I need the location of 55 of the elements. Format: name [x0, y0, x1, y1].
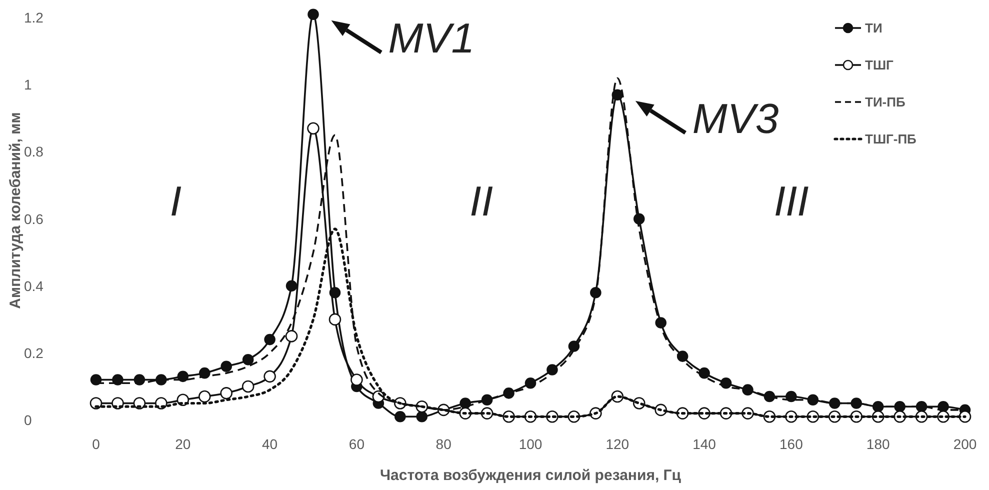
- point: [394, 411, 406, 422]
- point: [90, 374, 102, 386]
- legend-label: ТШГ-ПБ: [865, 132, 916, 147]
- x-tick-label: 0: [92, 436, 100, 452]
- x-tick-label: 20: [175, 436, 191, 452]
- point: [308, 8, 319, 20]
- annotation: III: [774, 178, 810, 225]
- x-tick-label: 120: [606, 436, 630, 452]
- point: [112, 374, 124, 386]
- x-tick-label: 60: [348, 436, 365, 452]
- x-tick-label: 100: [518, 436, 542, 452]
- point: [307, 122, 320, 135]
- x-tick-label: 180: [866, 436, 890, 452]
- point: [481, 394, 493, 406]
- y-tick-label: 0.8: [24, 144, 44, 160]
- point: [786, 390, 797, 402]
- point: [850, 398, 862, 409]
- point: [220, 387, 232, 400]
- point: [220, 360, 232, 372]
- annotation: I: [170, 178, 182, 225]
- legend-label: ТИ: [865, 20, 882, 36]
- point: [350, 374, 363, 386]
- point: [156, 374, 167, 386]
- y-tick-label: 0.4: [24, 278, 44, 294]
- y-tick-label: 0.2: [24, 344, 44, 361]
- point: [177, 370, 189, 382]
- point: [242, 354, 254, 366]
- legend-label: ТИ-ПБ: [865, 94, 906, 110]
- point: [198, 390, 211, 403]
- x-tick-label: 40: [262, 436, 278, 452]
- y-tick-label: 1.2: [24, 10, 44, 26]
- annotation: MV3: [692, 94, 779, 142]
- point: [568, 340, 580, 352]
- x-tick-label: 80: [436, 436, 452, 452]
- point: [285, 330, 298, 342]
- y-axis-title: Амплитуда колебаний, мм: [7, 112, 24, 309]
- annotation: II: [470, 178, 494, 225]
- annotation: MV1: [388, 14, 475, 62]
- point: [286, 280, 298, 292]
- x-tick-label: 200: [953, 436, 977, 452]
- y-tick-label: 0.6: [24, 210, 44, 227]
- point: [264, 370, 276, 383]
- legend-label: ТШГ: [865, 58, 894, 73]
- y-tick-label: 0: [24, 412, 32, 428]
- point: [698, 367, 710, 379]
- point: [416, 411, 428, 422]
- point: [328, 313, 342, 326]
- point: [242, 380, 254, 393]
- point: [633, 213, 645, 225]
- x-axis-title: Частота возбуждения силой резания, Гц: [380, 467, 682, 484]
- point: [829, 398, 840, 409]
- x-tick-label: 140: [692, 436, 716, 452]
- x-tick-label: 160: [780, 436, 804, 452]
- y-tick-label: 1: [24, 76, 32, 93]
- point: [264, 334, 276, 346]
